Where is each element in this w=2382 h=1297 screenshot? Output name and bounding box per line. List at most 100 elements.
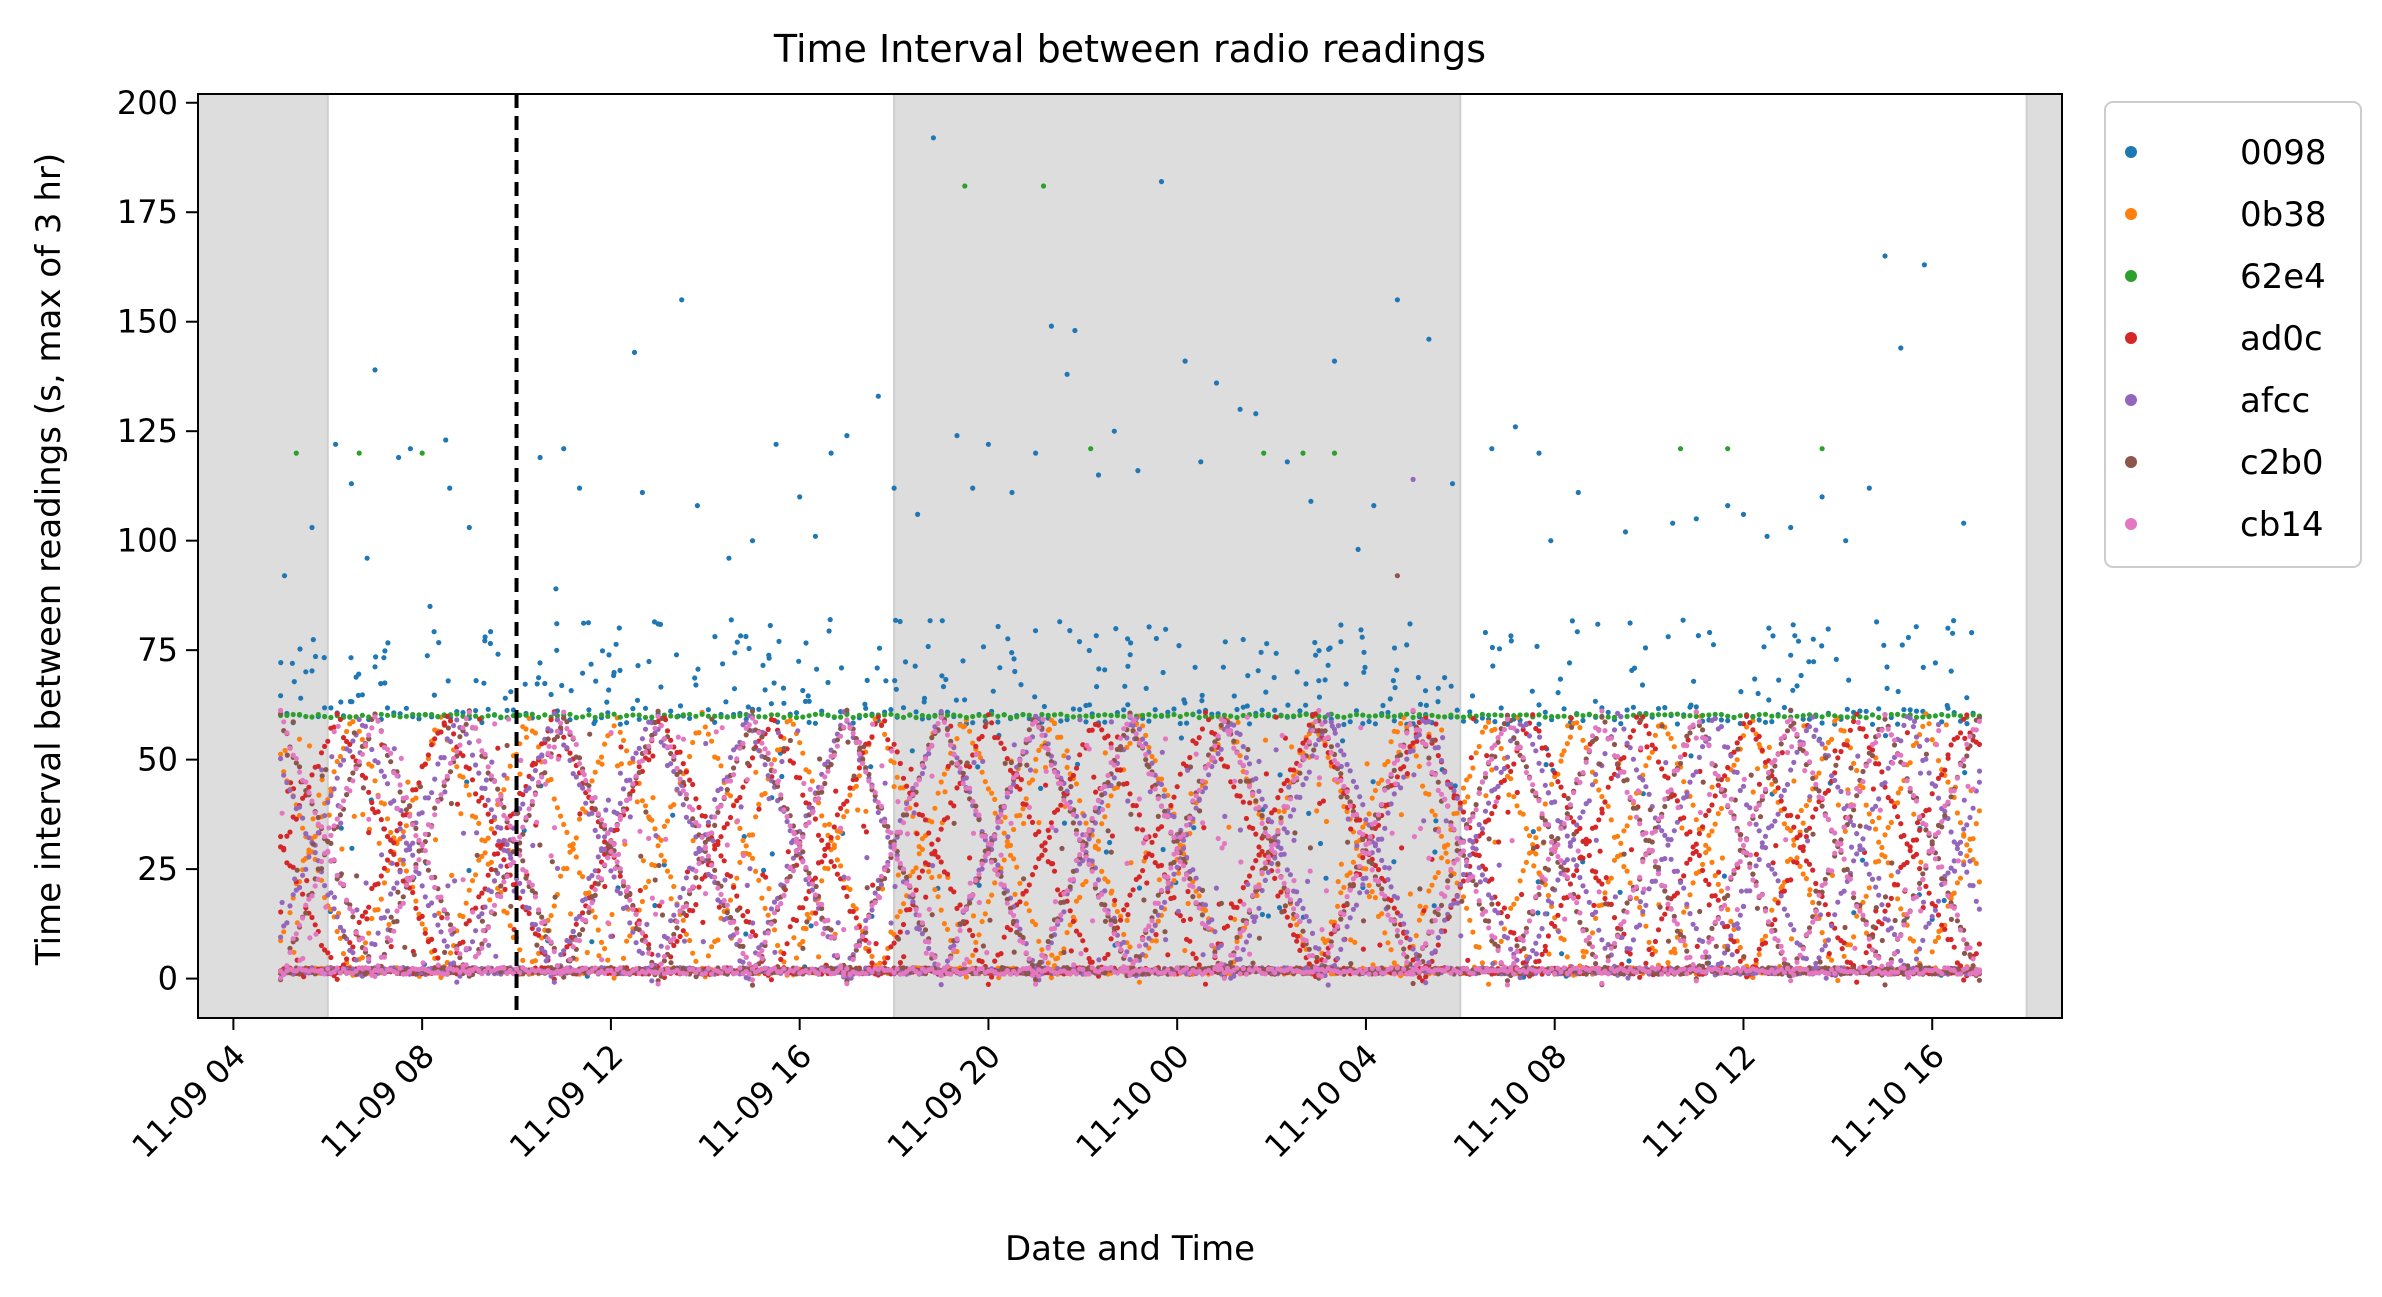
point-0098 [1467, 709, 1473, 715]
point-0098 [1489, 644, 1495, 651]
point-ad0c [1898, 821, 1904, 827]
point-0b38 [1158, 776, 1165, 782]
point-0b38 [737, 825, 743, 832]
point-62e4 [485, 713, 491, 719]
point-62e4 [605, 713, 611, 720]
point-ad0c [1844, 742, 1850, 748]
point-ad0c [935, 837, 941, 843]
point-0098 [508, 689, 514, 695]
point-afcc [306, 854, 312, 860]
point-ad0c [875, 714, 881, 720]
point-62e4 [1265, 711, 1271, 718]
point-0b38 [1876, 839, 1882, 845]
point-afcc [595, 834, 601, 840]
point-ad0c [416, 780, 422, 786]
point-ad0c [1484, 753, 1490, 759]
point-0b38 [835, 835, 841, 841]
point-0b38 [1772, 789, 1778, 795]
point-0b38 [1621, 828, 1627, 834]
point-ad0c [1426, 734, 1432, 740]
point-0098 [553, 586, 559, 592]
point-0b38 [847, 886, 853, 893]
point-0098 [1449, 481, 1456, 487]
point-0098 [1580, 859, 1586, 865]
point-ad0c [800, 792, 806, 798]
point-ad0c [1193, 955, 1199, 962]
point-0b38 [1511, 901, 1517, 907]
point-ad0c [800, 905, 806, 911]
point-ad0c [693, 796, 699, 802]
point-0b38 [1360, 824, 1366, 830]
point-62e4 [1536, 712, 1542, 718]
point-ad0c [1067, 776, 1073, 782]
point-ad0c [1253, 831, 1259, 837]
point-0b38 [617, 729, 623, 735]
point-0b38 [306, 743, 313, 749]
point-0098 [581, 620, 587, 626]
point-0b38 [1957, 820, 1964, 826]
point-ad0c [1202, 981, 1209, 987]
point-0b38 [844, 808, 850, 814]
point-0098 [1070, 706, 1076, 712]
point-afcc [501, 837, 507, 844]
point-0b38 [690, 739, 696, 746]
point-0098 [427, 603, 433, 610]
point-ad0c [834, 812, 841, 818]
point-ad0c [740, 784, 746, 790]
point-0098 [384, 705, 391, 711]
point-0b38 [941, 771, 948, 777]
point-0b38 [1105, 879, 1111, 885]
point-ad0c [1048, 820, 1054, 826]
point-0098 [1624, 707, 1630, 713]
point-0b38 [1882, 832, 1888, 838]
point-0b38 [979, 918, 985, 925]
point-ad0c [325, 738, 331, 744]
point-0b38 [1143, 732, 1149, 739]
point-0098 [1323, 875, 1329, 881]
point-0098 [1895, 688, 1901, 695]
point-0098 [1077, 706, 1083, 713]
point-0b38 [1420, 783, 1426, 789]
point-0b38 [463, 783, 469, 789]
point-ad0c [1825, 911, 1831, 918]
point-afcc [354, 907, 360, 913]
point-62e4 [800, 714, 806, 720]
point-ad0c [315, 763, 321, 769]
point-62e4 [1479, 711, 1485, 718]
point-0098 [1622, 529, 1629, 535]
point-0098 [634, 697, 641, 703]
point-ad0c [1712, 793, 1718, 799]
point-0b38 [1964, 842, 1970, 848]
point-0098 [652, 902, 658, 909]
point-0098 [1158, 179, 1165, 185]
point-0b38 [1026, 908, 1032, 914]
point-0b38 [1363, 866, 1369, 872]
point-0b38 [979, 769, 985, 775]
point-afcc [303, 866, 309, 872]
point-62e4 [1832, 713, 1838, 719]
point-afcc [381, 915, 387, 921]
point-ad0c [331, 724, 337, 730]
point-ad0c [1153, 932, 1159, 938]
point-62e4 [737, 713, 743, 719]
point-0098 [599, 648, 606, 654]
point-0b38 [1051, 720, 1058, 726]
point-62e4 [1611, 714, 1618, 720]
point-62e4 [913, 714, 919, 721]
point-ad0c [967, 855, 973, 861]
point-0098 [1851, 910, 1857, 916]
point-ad0c [938, 826, 944, 832]
point-afcc [561, 948, 567, 954]
point-62e4 [1895, 711, 1901, 718]
point-62e4 [1920, 714, 1926, 720]
point-0b38 [762, 905, 768, 911]
point-0b38 [584, 949, 590, 956]
point-ad0c [1127, 892, 1133, 898]
point-0098 [720, 661, 726, 667]
point-ad0c [1253, 858, 1259, 864]
point-ad0c [1907, 844, 1913, 850]
point-0098 [561, 446, 567, 452]
point-afcc [372, 941, 378, 948]
point-0b38 [1621, 864, 1627, 870]
point-0b38 [756, 801, 762, 808]
